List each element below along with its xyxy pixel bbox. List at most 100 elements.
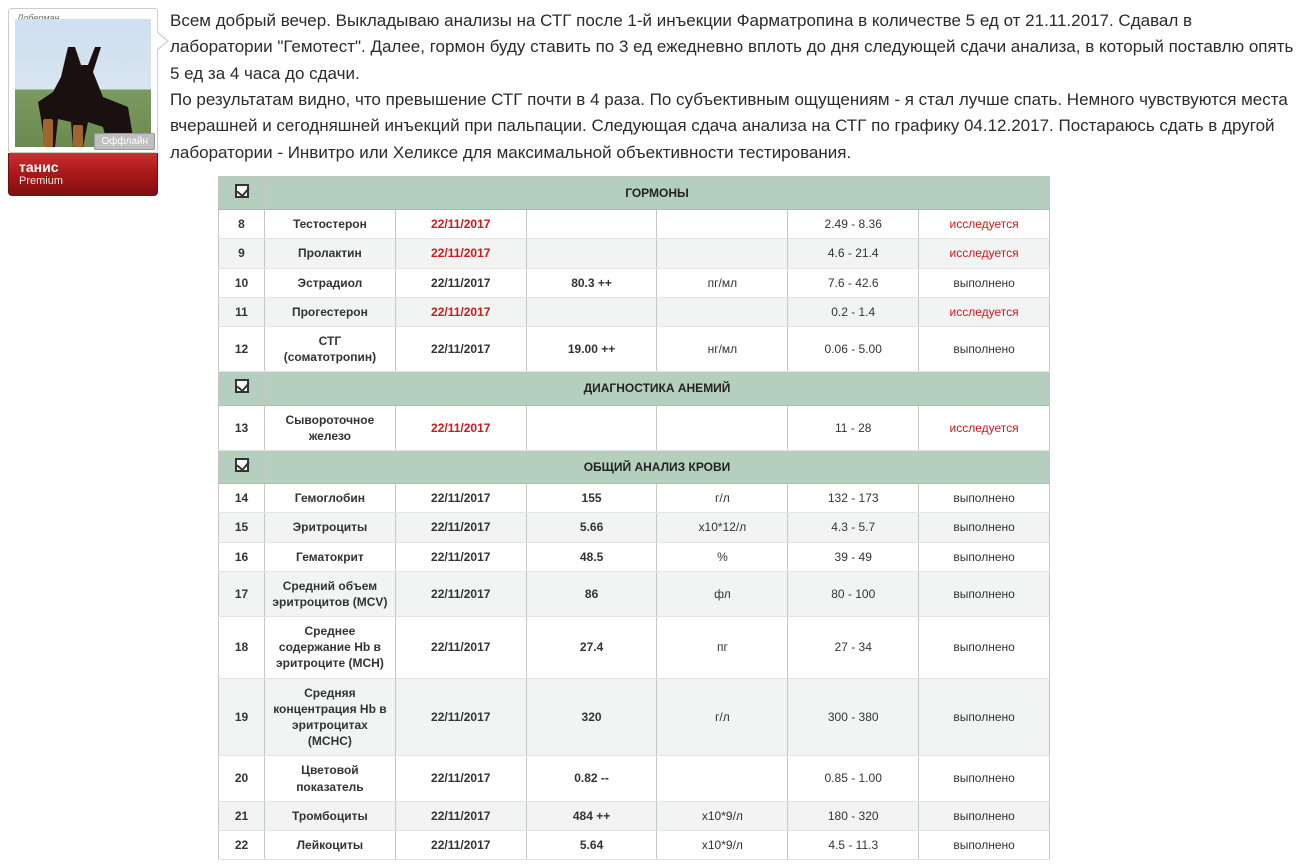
test-date: 22/11/2017	[395, 327, 526, 372]
test-unit: пг	[657, 617, 788, 679]
row-number: 12	[219, 327, 265, 372]
speech-arrow-icon	[157, 31, 169, 51]
test-value: 0.82 --	[526, 756, 657, 801]
test-name: Сывороточное железо	[265, 405, 396, 450]
test-name: СТГ (соматотропин)	[265, 327, 396, 372]
test-status: выполнено	[919, 830, 1050, 859]
test-date: 22/11/2017	[395, 405, 526, 450]
test-range: 4.3 - 5.7	[788, 513, 919, 542]
test-name: Лейкоциты	[265, 830, 396, 859]
test-unit: x10*9/л	[657, 801, 788, 830]
row-number: 14	[219, 484, 265, 513]
table-row: 15Эритроциты22/11/20175.66x10*12/л4.3 - …	[219, 513, 1050, 542]
test-range: 11 - 28	[788, 405, 919, 450]
row-number: 13	[219, 405, 265, 450]
table-row: 14Гемоглобин22/11/2017155г/л132 - 173вып…	[219, 484, 1050, 513]
test-range: 0.2 - 1.4	[788, 297, 919, 326]
row-number: 9	[219, 239, 265, 268]
checkbox-icon[interactable]	[235, 458, 249, 472]
row-number: 21	[219, 801, 265, 830]
test-range: 80 - 100	[788, 571, 919, 616]
test-unit: x10*9/л	[657, 830, 788, 859]
test-value: 27.4	[526, 617, 657, 679]
test-range: 7.6 - 42.6	[788, 268, 919, 297]
test-unit	[657, 756, 788, 801]
lab-results-table: ГОРМОНЫ8Тестостерон22/11/20172.49 - 8.36…	[218, 176, 1050, 860]
test-range: 2.49 - 8.36	[788, 210, 919, 239]
test-date: 22/11/2017	[395, 542, 526, 571]
test-name: Гемоглобин	[265, 484, 396, 513]
user-panel: Доберман Оффлайн танис Premium	[8, 8, 158, 196]
test-date: 22/11/2017	[395, 484, 526, 513]
test-unit	[657, 239, 788, 268]
test-name: Прогестерон	[265, 297, 396, 326]
forum-post: Доберман Оффлайн танис Premium Всем добр…	[8, 8, 1296, 860]
checkbox-icon[interactable]	[235, 379, 249, 393]
test-unit	[657, 297, 788, 326]
test-value: 80.3 ++	[526, 268, 657, 297]
test-unit	[657, 210, 788, 239]
test-status: выполнено	[919, 617, 1050, 679]
table-section-header: ОБЩИЙ АНАЛИЗ КРОВИ	[219, 450, 1050, 483]
section-checkbox-cell[interactable]	[219, 177, 265, 210]
test-status: выполнено	[919, 268, 1050, 297]
test-status: исследуется	[919, 239, 1050, 268]
table-row: 21Тромбоциты22/11/2017484 ++x10*9/л180 -…	[219, 801, 1050, 830]
test-name: Средняя концентрация Hb в эритроцитах (M…	[265, 678, 396, 756]
test-range: 27 - 34	[788, 617, 919, 679]
test-range: 132 - 173	[788, 484, 919, 513]
row-number: 19	[219, 678, 265, 756]
test-value: 86	[526, 571, 657, 616]
test-unit	[657, 405, 788, 450]
test-value: 155	[526, 484, 657, 513]
user-name-bar[interactable]: танис Premium	[8, 153, 158, 196]
test-status: исследуется	[919, 297, 1050, 326]
test-range: 39 - 49	[788, 542, 919, 571]
table-row: 10Эстрадиол22/11/201780.3 ++пг/мл7.6 - 4…	[219, 268, 1050, 297]
test-status: выполнено	[919, 513, 1050, 542]
post-body: Всем добрый вечер. Выкладываю анализы на…	[170, 8, 1296, 860]
section-title: ГОРМОНЫ	[265, 177, 1050, 210]
avatar-box[interactable]: Доберман Оффлайн	[8, 8, 158, 153]
test-range: 0.06 - 5.00	[788, 327, 919, 372]
test-status: выполнено	[919, 327, 1050, 372]
test-status: выполнено	[919, 571, 1050, 616]
test-name: Средний объем эритроцитов (MCV)	[265, 571, 396, 616]
username: танис	[19, 159, 147, 175]
test-status: исследуется	[919, 210, 1050, 239]
table-section-header: ДИАГНОСТИКА АНЕМИЙ	[219, 372, 1050, 405]
test-name: Цветовой показатель	[265, 756, 396, 801]
test-date: 22/11/2017	[395, 297, 526, 326]
row-number: 8	[219, 210, 265, 239]
test-name: Тромбоциты	[265, 801, 396, 830]
test-date: 22/11/2017	[395, 571, 526, 616]
test-date: 22/11/2017	[395, 756, 526, 801]
post-text: Всем добрый вечер. Выкладываю анализы на…	[170, 8, 1296, 166]
checkbox-icon[interactable]	[235, 184, 249, 198]
section-checkbox-cell[interactable]	[219, 372, 265, 405]
test-date: 22/11/2017	[395, 801, 526, 830]
table-row: 16Гематокрит22/11/201748.5%39 - 49выполн…	[219, 542, 1050, 571]
test-date: 22/11/2017	[395, 678, 526, 756]
avatar-image	[15, 19, 151, 147]
test-status: выполнено	[919, 484, 1050, 513]
test-value	[526, 239, 657, 268]
test-date: 22/11/2017	[395, 617, 526, 679]
test-value: 5.66	[526, 513, 657, 542]
row-number: 10	[219, 268, 265, 297]
section-checkbox-cell[interactable]	[219, 450, 265, 483]
post-paragraph-2: По результатам видно, что превышение СТГ…	[170, 90, 1288, 162]
test-value: 484 ++	[526, 801, 657, 830]
test-value: 19.00 ++	[526, 327, 657, 372]
table-row: 22Лейкоциты22/11/20175.64x10*9/л4.5 - 11…	[219, 830, 1050, 859]
test-range: 180 - 320	[788, 801, 919, 830]
row-number: 15	[219, 513, 265, 542]
test-range: 0.85 - 1.00	[788, 756, 919, 801]
test-unit: пг/мл	[657, 268, 788, 297]
row-number: 20	[219, 756, 265, 801]
row-number: 18	[219, 617, 265, 679]
test-name: Среднее содержание Hb в эритроците (MCH)	[265, 617, 396, 679]
test-value: 320	[526, 678, 657, 756]
online-status-badge: Оффлайн	[94, 133, 155, 150]
test-status: выполнено	[919, 801, 1050, 830]
